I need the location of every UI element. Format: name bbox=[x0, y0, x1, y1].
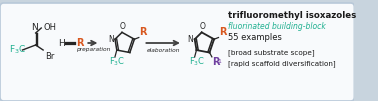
Text: 55 examples: 55 examples bbox=[228, 33, 282, 42]
Text: R: R bbox=[212, 57, 220, 67]
Text: $\mathregular{F_3C}$: $\mathregular{F_3C}$ bbox=[109, 56, 125, 68]
Text: N: N bbox=[108, 35, 114, 44]
Text: fluorinated building-block: fluorinated building-block bbox=[228, 22, 325, 31]
Text: R: R bbox=[139, 27, 147, 37]
Text: O: O bbox=[199, 22, 205, 31]
Text: R: R bbox=[76, 38, 84, 48]
Text: N: N bbox=[31, 23, 38, 32]
Text: $\mathregular{F_3C}$: $\mathregular{F_3C}$ bbox=[9, 44, 27, 56]
Text: 1: 1 bbox=[217, 59, 221, 64]
Text: [broad substrate scope]: [broad substrate scope] bbox=[228, 49, 314, 56]
Text: OH: OH bbox=[43, 23, 56, 32]
Text: R: R bbox=[219, 27, 226, 37]
Text: [rapid scaffold diversification]: [rapid scaffold diversification] bbox=[228, 60, 335, 67]
Text: H: H bbox=[59, 38, 65, 47]
Text: elaboration: elaboration bbox=[146, 47, 180, 53]
Text: O: O bbox=[119, 22, 125, 31]
Text: Br: Br bbox=[45, 52, 54, 61]
FancyBboxPatch shape bbox=[0, 3, 355, 101]
Text: $\mathregular{F_3C}$: $\mathregular{F_3C}$ bbox=[189, 56, 205, 68]
Text: preparation: preparation bbox=[76, 46, 110, 52]
Text: N: N bbox=[187, 35, 193, 44]
Text: trifluoromethyl isoxazoles: trifluoromethyl isoxazoles bbox=[228, 12, 356, 21]
